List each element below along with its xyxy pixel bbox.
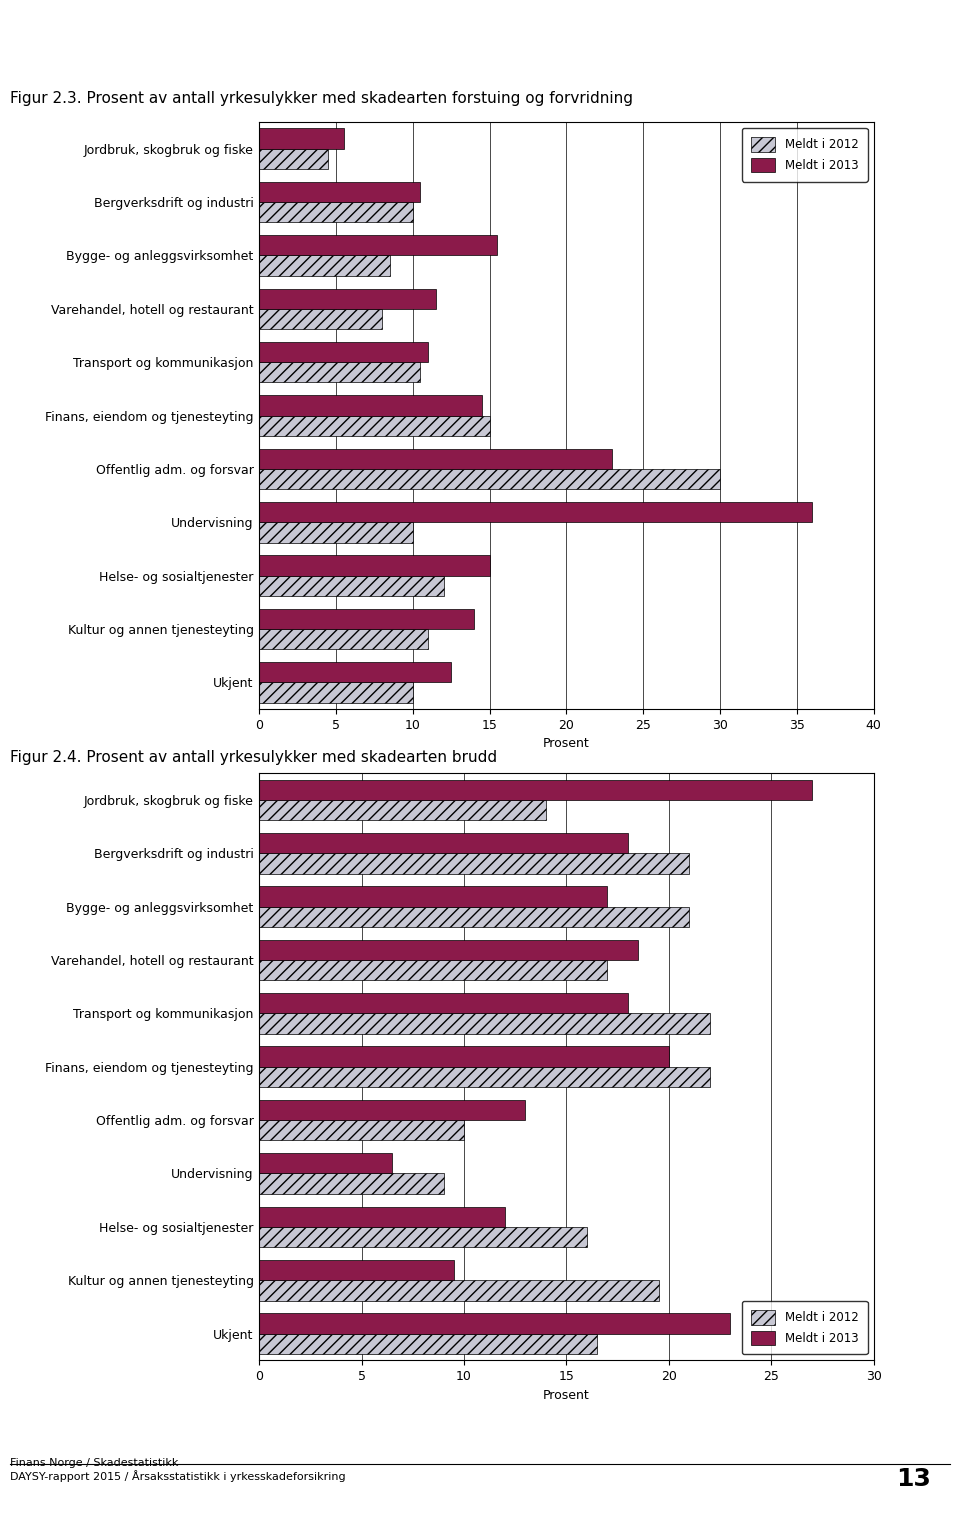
Bar [259, 1119, 464, 1141]
Bar [259, 1333, 597, 1354]
Text: Figur 2.3. Prosent av antall yrkesulykker med skadearten forstuing og forvridnin: Figur 2.3. Prosent av antall yrkesulykke… [10, 92, 633, 107]
Bar [259, 1013, 709, 1034]
Bar [259, 363, 420, 383]
Bar [259, 628, 428, 650]
Bar [259, 779, 812, 799]
Bar [259, 833, 628, 854]
Bar [259, 1206, 505, 1226]
Bar [259, 448, 612, 470]
Bar [259, 342, 428, 363]
Bar [259, 415, 490, 436]
Bar [259, 255, 390, 276]
Bar [259, 128, 344, 149]
Bar [259, 575, 444, 596]
Text: Figur 2.4. Prosent av antall yrkesulykker med skadearten brudd: Figur 2.4. Prosent av antall yrkesulykke… [10, 750, 496, 766]
Text: 13: 13 [897, 1467, 931, 1491]
Bar [259, 308, 382, 329]
Bar [259, 799, 546, 820]
Bar [259, 993, 628, 1013]
Bar [259, 288, 436, 308]
X-axis label: Prosent: Prosent [543, 738, 589, 750]
Bar [259, 961, 608, 981]
Bar [259, 939, 638, 961]
Bar [259, 149, 328, 169]
Legend: Meldt i 2012, Meldt i 2013: Meldt i 2012, Meldt i 2013 [742, 1301, 868, 1354]
Bar [259, 201, 413, 223]
Bar [259, 854, 689, 874]
Bar [259, 906, 689, 927]
Bar [259, 1279, 659, 1301]
Bar [259, 1226, 587, 1247]
Bar [259, 662, 451, 683]
Bar [259, 522, 413, 543]
Bar [259, 886, 608, 906]
Bar [259, 1313, 731, 1333]
Bar [259, 683, 413, 703]
Bar [259, 470, 720, 490]
Bar [259, 1174, 444, 1194]
Legend: Meldt i 2012, Meldt i 2013: Meldt i 2012, Meldt i 2013 [742, 128, 868, 181]
Bar [259, 1260, 454, 1281]
Bar [259, 502, 812, 522]
Bar [259, 1100, 525, 1119]
Bar [259, 555, 490, 575]
Bar [259, 235, 497, 255]
Bar [259, 608, 474, 628]
Bar [259, 181, 420, 201]
Bar [259, 1046, 669, 1068]
Bar [259, 1153, 393, 1174]
Text: Finans Norge / Skadestatistikk
DAYSY-rapport 2015 / Årsaksstatistikk i yrkesskad: Finans Norge / Skadestatistikk DAYSY-rap… [10, 1458, 346, 1482]
Bar [259, 395, 482, 415]
X-axis label: Prosent: Prosent [543, 1389, 589, 1401]
Bar [259, 1068, 709, 1087]
